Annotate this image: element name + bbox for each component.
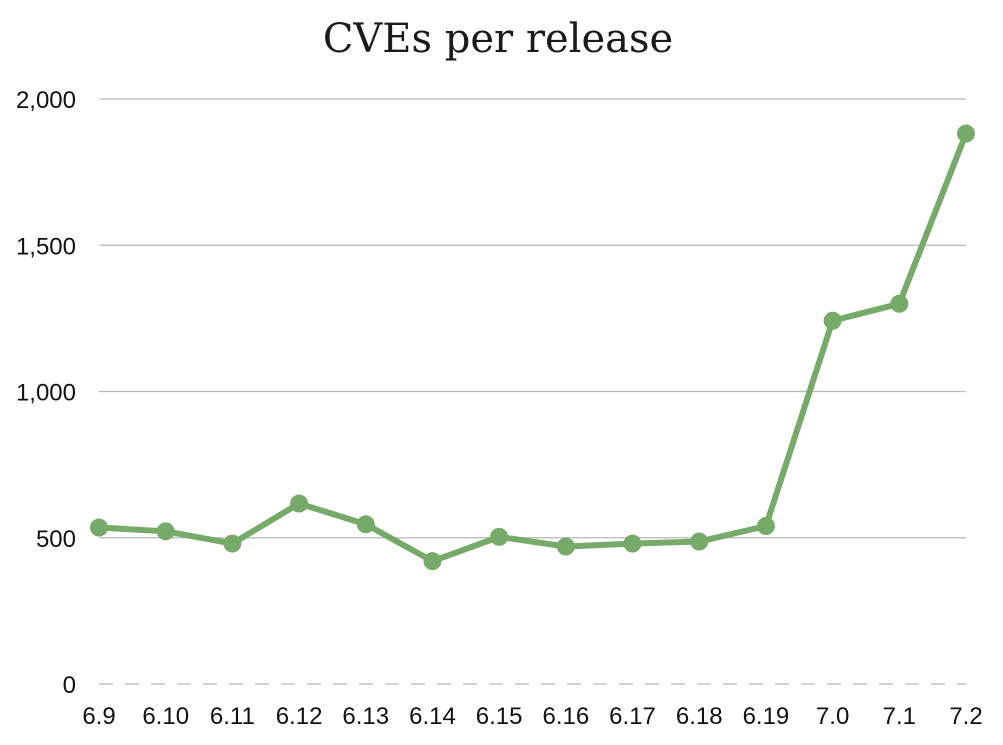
series-line [96,130,969,565]
x-tick-label: 6.9 [82,703,115,730]
x-tick-label: 6.18 [676,703,723,730]
y-tick-label: 0 [63,672,76,699]
data-point [823,311,842,330]
x-axis-tick-labels: 6.9 6.10 6.11 6.12 6.13 6.14 6.15 6.16 6.17 6.18 6… [82,703,982,730]
x-tick-label: 6.19 [743,703,790,730]
x-tick-label: 6.13 [342,703,389,730]
data-point [423,552,442,571]
data-point [156,522,175,541]
data-point [356,515,375,534]
gridlines [99,98,966,685]
y-tick-label: 1,000 [16,380,76,407]
x-tick-label: 6.10 [142,703,189,730]
data-point [490,527,509,546]
x-tick-label: 6.11 [210,703,255,730]
data-point [890,294,909,313]
x-tick-label: 6.17 [609,703,656,730]
x-tick-label: 7.0 [816,703,849,730]
data-point [290,494,309,513]
y-axis-tick-labels: 0 500 1,000 1,500 2,000 [16,87,76,699]
data-point [690,532,709,551]
data-point [556,537,575,556]
y-tick-label: 2,000 [16,87,76,114]
y-tick-label: 1,500 [16,233,76,260]
x-tick-label: 6.16 [542,703,589,730]
series-layer [90,124,975,571]
data-point [623,534,642,553]
x-tick-label: 7.2 [949,703,982,730]
data-point [223,534,242,553]
x-tick-label: 6.14 [409,703,456,730]
y-tick-label: 500 [36,526,76,553]
x-tick-label: 7.1 [883,703,916,730]
data-point [957,124,975,143]
x-tick-label: 6.12 [276,703,323,730]
chart-title: CVEs per release [323,16,673,62]
data-point [756,517,775,536]
data-point [90,518,108,537]
x-tick-label: 6.15 [476,703,523,730]
